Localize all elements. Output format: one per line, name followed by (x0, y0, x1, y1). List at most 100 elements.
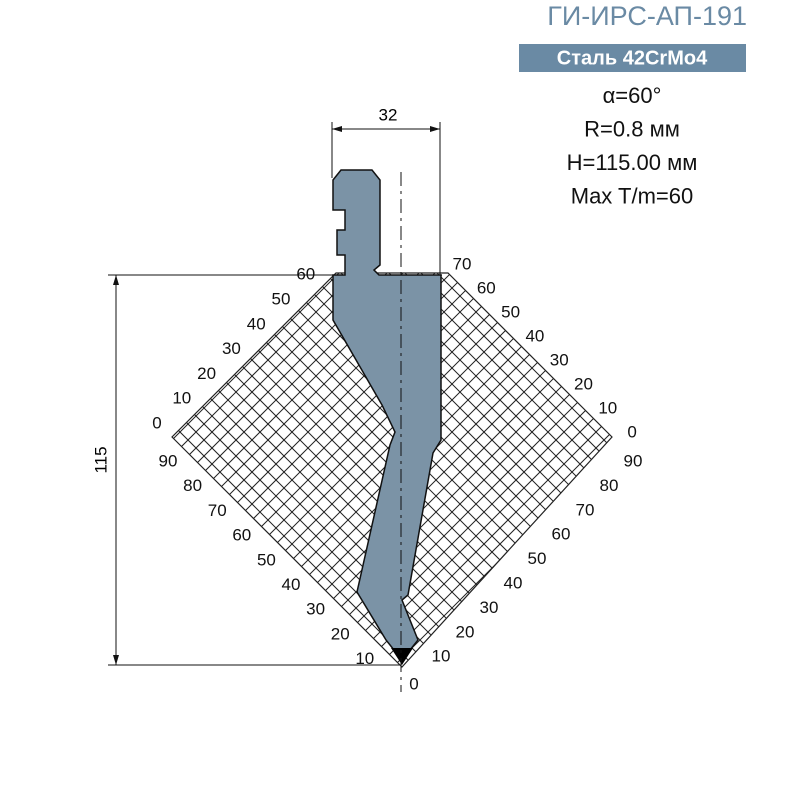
scale-label: 80 (183, 476, 202, 495)
grid-line (275, 273, 612, 667)
grid-line (195, 273, 612, 667)
grid-line (172, 273, 612, 667)
punch-tip (391, 648, 413, 665)
grid-line (740, 0, 800, 800)
scale-label: 30 (222, 339, 241, 358)
material-badge (519, 44, 746, 72)
grid-line (772, 0, 800, 800)
grid-line (172, 273, 612, 667)
scale-label: 30 (550, 350, 569, 369)
scale-label: 20 (331, 624, 350, 643)
grid-line (172, 273, 245, 667)
grid-line (172, 273, 565, 667)
grid-line (788, 0, 800, 800)
grid-line (211, 273, 612, 667)
grid-line (724, 0, 800, 800)
grid-line (172, 273, 612, 667)
grid-line (172, 273, 245, 667)
grid-line (660, 0, 800, 800)
grid-line (172, 273, 612, 667)
grid-line (275, 273, 612, 667)
grid-line (0, 0, 132, 800)
grid-line (172, 273, 612, 667)
grid-line (660, 0, 800, 800)
grid-line (172, 273, 389, 667)
grid-line (172, 273, 229, 667)
grid-line (172, 273, 581, 667)
scale-label: 20 (456, 622, 475, 641)
grid-line (740, 0, 800, 800)
grid-line (0, 0, 132, 800)
grid-line (172, 273, 597, 667)
grid-line (0, 0, 148, 800)
grid-line (0, 0, 164, 800)
grid-line (172, 273, 612, 667)
grid-line (172, 273, 405, 667)
scale-label: 50 (257, 550, 276, 569)
grid-line (172, 273, 389, 667)
grid-line (708, 0, 800, 800)
grid-line (0, 0, 164, 800)
dimension-height: 115 (91, 446, 110, 473)
spec: R=0.8 мм (584, 116, 680, 141)
grid-line (772, 0, 800, 800)
grid-line (172, 273, 612, 667)
grid-line (172, 273, 293, 667)
grid-line (172, 273, 277, 667)
scale-label: 50 (528, 549, 547, 568)
grid-line (172, 273, 437, 667)
grid-line (227, 273, 612, 667)
grid-line (676, 0, 800, 800)
grid-line (172, 273, 309, 667)
scale-label: 40 (282, 575, 301, 594)
scale-label: 50 (501, 302, 520, 321)
grid-line (172, 273, 612, 667)
scale-label: 60 (477, 278, 496, 297)
scale-label: 10 (172, 389, 191, 408)
grid-line (172, 273, 549, 667)
labels: 0102030405060706050403020100908070605040… (152, 254, 642, 693)
grid-line (172, 273, 612, 667)
scale-label: 10 (598, 398, 617, 417)
grid-line (172, 273, 612, 667)
grid-line (291, 273, 612, 667)
grid-line (195, 273, 612, 667)
spec: Max T/m=60 (571, 183, 693, 208)
scale-label: 40 (247, 314, 266, 333)
scale-label: 0 (627, 422, 636, 441)
grid-line (172, 273, 612, 667)
grid-line (0, 0, 100, 800)
scale-label: 90 (159, 451, 178, 470)
punch-profile (332, 169, 442, 662)
scale-label: 0 (409, 674, 418, 693)
grid-line (172, 273, 405, 667)
grid-line (172, 273, 612, 667)
grid-border (171, 272, 613, 668)
grid-line (172, 273, 581, 667)
grid-line (0, 0, 116, 800)
scale-label: 60 (232, 526, 251, 545)
grid-line (692, 0, 800, 800)
grid-line (0, 0, 116, 800)
grid-line (0, 0, 148, 800)
grid-line (259, 273, 612, 667)
grid-line (172, 273, 612, 667)
grid-line (172, 273, 197, 667)
scale-label: 40 (525, 326, 544, 345)
scale-label: 80 (600, 476, 619, 495)
grid-line (172, 273, 612, 667)
grid-line (172, 273, 612, 667)
spec: H=115.00 мм (567, 150, 698, 175)
scale-label: 60 (296, 265, 315, 284)
grid-line (172, 273, 612, 667)
grid-line (756, 0, 800, 800)
grid-line (172, 273, 261, 667)
grid-line (788, 0, 800, 800)
grid-line (172, 273, 612, 667)
grid-line (179, 273, 612, 667)
material: Сталь 42CrMo4 (557, 47, 708, 69)
grid-line (172, 273, 229, 667)
grid-line (172, 273, 277, 667)
grid-line (179, 273, 612, 667)
